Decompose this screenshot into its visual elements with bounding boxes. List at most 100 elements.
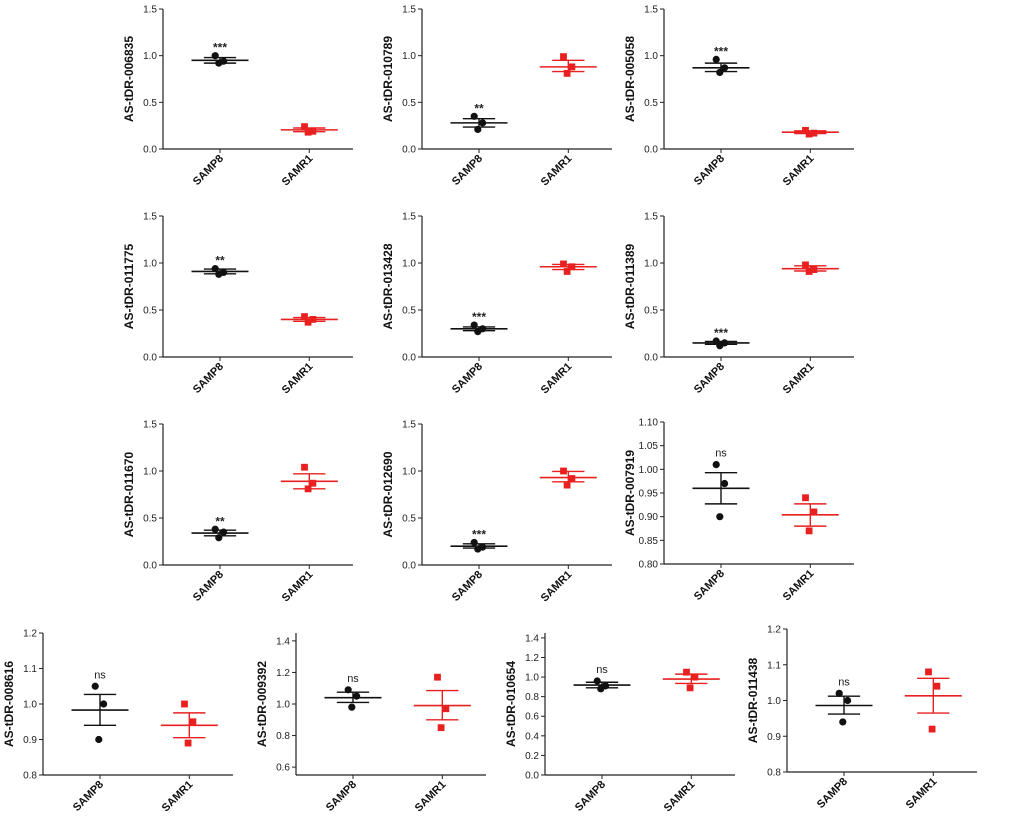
- significance-label: ***: [472, 310, 486, 324]
- y-tick-label: 1.00: [639, 465, 659, 476]
- x-tick-label-samp8: SAMP8: [573, 779, 608, 814]
- y-tick-label: 1.0: [525, 673, 539, 684]
- data-point: [301, 313, 308, 320]
- x-tick-label-samp8: SAMP8: [191, 153, 226, 188]
- y-tick-label: 0.5: [402, 514, 416, 525]
- data-point: [434, 673, 441, 681]
- y-tick-label: 0.0: [525, 771, 539, 782]
- data-point: [844, 696, 852, 705]
- data-point: [925, 668, 932, 676]
- data-point: [563, 481, 571, 489]
- x-tick-label-samr1: SAMR1: [280, 569, 316, 605]
- y-tick-label: 0.9: [23, 735, 37, 746]
- x-tick-label-samr1: SAMR1: [280, 153, 316, 189]
- data-point: [805, 527, 813, 535]
- y-tick-label: 0.5: [402, 98, 416, 109]
- x-tick-label-samp8: SAMP8: [692, 568, 727, 603]
- y-tick-label: 1.05: [639, 441, 659, 452]
- y-tick-label: 1.5: [143, 420, 157, 431]
- data-point: [181, 700, 188, 708]
- y-tick-label: 0.0: [143, 353, 157, 364]
- data-point: [928, 725, 936, 733]
- chart-panel-9: 0.8 0.9 1.0 1.1 1.2 AS-tDR-008616 SAMP8 ns SAMR1: [2, 629, 233, 815]
- y-tick-label: 0.6: [525, 712, 539, 723]
- y-tick-label: 0.2: [525, 751, 539, 762]
- y-tick-label: 1.5: [143, 212, 157, 223]
- y-tick-label: 1.4: [276, 636, 290, 647]
- chart-panel-3: 0.0 0.5 1.0 1.5 AS-tDR-011775 SAMP8 ** SAMR1: [122, 212, 353, 397]
- x-tick-label-samr1: SAMR1: [539, 153, 575, 189]
- y-tick-label: 1.0: [23, 700, 37, 711]
- chart-panel-8: 0.80 0.85 0.90 0.95 1.00 1.05 1.10 AS-tDR-00791…: [623, 418, 854, 603]
- y-tick-label: 0.5: [402, 306, 416, 317]
- significance-label: **: [215, 514, 225, 528]
- significance-label: ***: [714, 326, 728, 340]
- data-point: [933, 682, 941, 690]
- y-tick-label: 1.5: [402, 212, 416, 223]
- x-tick-label-samr1: SAMR1: [160, 779, 196, 815]
- y-axis-label: AS-tDR-008616: [2, 661, 16, 747]
- data-point: [686, 684, 694, 692]
- data-point: [560, 53, 567, 60]
- y-axis-label: AS-tDR-012690: [381, 451, 395, 537]
- data-point: [716, 68, 724, 77]
- x-tick-label-samp8: SAMP8: [815, 776, 850, 811]
- y-axis-label: AS-tDR-011389: [623, 243, 637, 329]
- y-tick-label: 0.0: [402, 561, 416, 572]
- significance-label: ns: [838, 676, 850, 688]
- x-tick-label-samr1: SAMR1: [413, 779, 449, 815]
- y-tick-label: 1.0: [644, 259, 658, 270]
- y-tick-label: 0.9: [767, 732, 781, 743]
- y-tick-label: 1.0: [644, 51, 658, 62]
- y-tick-label: 1.2: [276, 668, 290, 679]
- data-point: [563, 268, 571, 275]
- x-tick-label-samr1: SAMR1: [781, 153, 817, 189]
- y-tick-label: 1.10: [639, 418, 659, 429]
- y-tick-label: 0.80: [639, 560, 659, 571]
- y-tick-label: 1.2: [23, 629, 37, 640]
- data-point: [683, 668, 690, 676]
- y-tick-label: 1.0: [402, 259, 416, 270]
- data-point: [437, 724, 445, 732]
- data-point: [810, 508, 818, 516]
- x-tick-label-samr1: SAMR1: [662, 779, 698, 815]
- y-axis-label: AS-tDR-010789: [381, 36, 395, 122]
- data-point: [810, 266, 818, 273]
- y-tick-label: 1.5: [143, 5, 157, 16]
- x-tick-label-samr1: SAMR1: [781, 361, 817, 397]
- data-point: [802, 261, 809, 269]
- significance-label: **: [215, 254, 225, 268]
- data-point: [301, 463, 308, 471]
- data-point: [353, 692, 361, 700]
- chart-panel-4: 0.0 0.5 1.0 1.5 AS-tDR-013428 SAMP8 *** SAMR1: [381, 212, 612, 396]
- y-tick-label: 1.0: [767, 696, 781, 707]
- x-tick-label-samp8: SAMP8: [450, 153, 485, 188]
- x-tick-label-samp8: SAMP8: [324, 779, 359, 814]
- data-point: [91, 682, 99, 690]
- data-point: [712, 461, 720, 469]
- data-point: [309, 479, 317, 487]
- y-tick-label: 0.0: [644, 353, 658, 364]
- significance-label: ns: [94, 669, 106, 681]
- y-tick-label: 1.5: [402, 5, 416, 16]
- chart-panel-5: 0.0 0.5 1.0 1.5 AS-tDR-011389 SAMP8 *** SAMR1: [623, 212, 854, 397]
- y-tick-label: 0.5: [143, 306, 157, 317]
- y-tick-label: 1.5: [644, 5, 658, 16]
- y-axis-label: AS-tDR-011670: [122, 451, 136, 537]
- chart-panel-2: 0.0 0.5 1.0 1.5 AS-tDR-005058 SAMP8 *** SAMR1: [623, 5, 854, 189]
- data-point: [839, 718, 847, 726]
- data-point: [716, 513, 724, 521]
- y-tick-label: 0.5: [143, 514, 157, 525]
- chart-panel-0: 0.0 0.5 1.0 1.5 AS-tDR-006835 SAMP8 *** SAMR1: [122, 5, 353, 189]
- x-tick-label-samp8: SAMP8: [450, 569, 485, 604]
- y-tick-label: 0.8: [525, 692, 539, 703]
- x-tick-label-samr1: SAMR1: [280, 361, 316, 397]
- y-tick-label: 0.6: [276, 763, 290, 774]
- y-tick-label: 1.0: [143, 467, 157, 478]
- y-axis-label: AS-tDR-010654: [504, 661, 518, 747]
- data-point: [184, 739, 192, 747]
- data-point: [95, 735, 103, 744]
- y-tick-label: 0.0: [143, 145, 157, 156]
- x-tick-label-samp8: SAMP8: [191, 569, 226, 604]
- y-tick-label: 0.0: [402, 353, 416, 364]
